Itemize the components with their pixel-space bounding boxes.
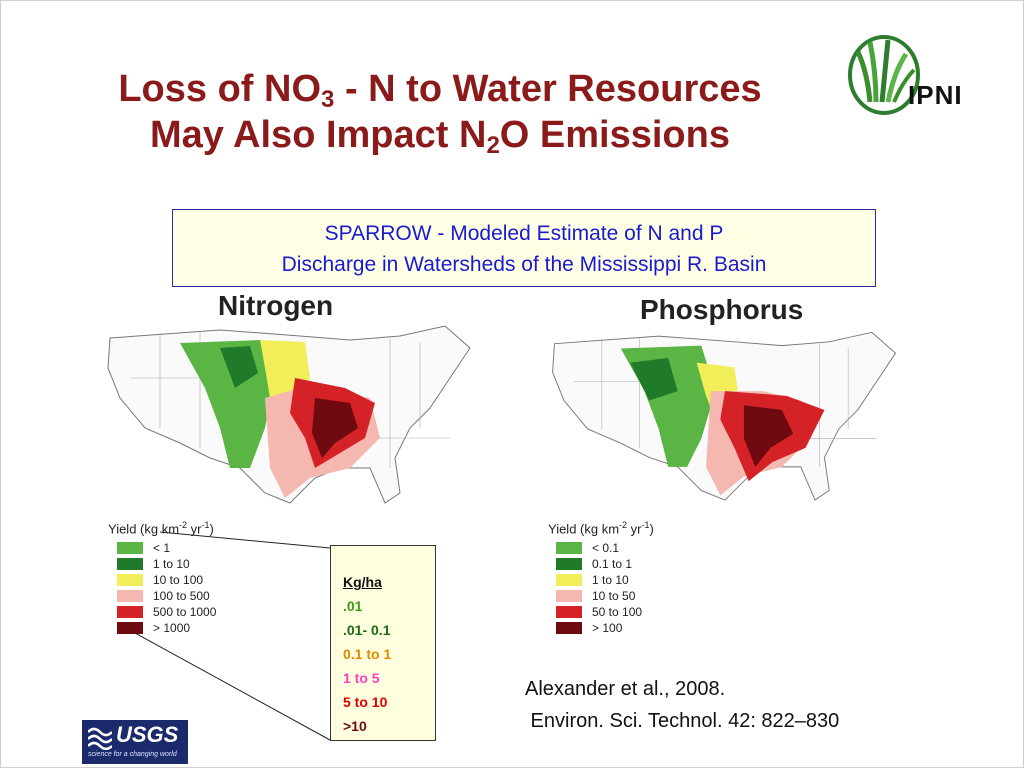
- legend-swatch: [556, 590, 582, 602]
- title-line-1: Loss of NO3 - N to Water Resources: [40, 66, 840, 112]
- citation: Alexander et al., 2008. Environ. Sci. Te…: [525, 673, 839, 737]
- basin-darkgreen: [630, 357, 678, 401]
- legend-row: < 1: [117, 541, 170, 555]
- kgha-row: 5 to 10: [343, 694, 388, 710]
- kgha-header: Kg/ha: [343, 574, 382, 590]
- legend-label: 0.1 to 1: [592, 557, 633, 571]
- usgs-logo-text: USGS: [116, 722, 179, 747]
- yield-title-part: yr: [187, 521, 202, 537]
- legend-label: 1 to 10: [592, 573, 629, 587]
- legend-swatch: [117, 558, 143, 570]
- kgha-conversion-box: Kg/ha .01 .01- 0.1 0.1 to 1 1 to 5 5 to 10 >1…: [330, 545, 436, 741]
- legend-label: 1 to 10: [153, 557, 190, 571]
- basin-darkgreen: [220, 346, 258, 388]
- legend-label: 500 to 1000: [153, 605, 217, 619]
- kgha-row: 1 to 5: [343, 670, 380, 686]
- legend-swatch: [556, 558, 582, 570]
- legend-row: 10 to 100: [117, 573, 203, 587]
- legend-row: 1 to 10: [117, 557, 190, 571]
- yield-title-part: yr: [627, 521, 642, 537]
- yield-title-sup: -2: [179, 520, 188, 530]
- ipni-logo-text: IPNI: [908, 80, 963, 110]
- title-line2-subscript: 2: [486, 132, 500, 159]
- legend-row: 100 to 500: [117, 589, 210, 603]
- yield-title-part: ): [649, 521, 654, 537]
- legend-label: < 0.1: [592, 541, 620, 555]
- basin-darkred: [312, 398, 358, 458]
- sparrow-caption-box: SPARROW - Modeled Estimate of N and P Di…: [172, 209, 876, 287]
- basin-darkred: [743, 405, 794, 467]
- ipni-grass-icon: [848, 35, 920, 115]
- legend-label: > 100: [592, 621, 623, 635]
- legend-swatch: [117, 590, 143, 602]
- kgha-row: >10: [343, 718, 367, 734]
- yield-title-sup: -1: [641, 520, 650, 530]
- phosphorus-yield-title: Yield (kg km-2 yr-1): [548, 520, 654, 536]
- usgs-tagline: science for a changing world: [88, 751, 177, 758]
- phosphorus-map-title: Phosphorus: [640, 294, 804, 325]
- title-line1-part-b: - N to Water Resources: [334, 68, 762, 110]
- state-lines: [130, 332, 450, 468]
- legend-swatch: [556, 622, 582, 634]
- yield-title-sup: -1: [201, 520, 210, 530]
- kgha-row: .01- 0.1: [343, 622, 391, 638]
- legend-row: 0.1 to 1: [556, 557, 632, 571]
- legend-label: 10 to 50: [592, 589, 636, 603]
- citation-line-1: Alexander et al., 2008.: [525, 678, 726, 700]
- legend-row: 500 to 1000: [117, 605, 216, 619]
- sparrow-line-1: SPARROW - Modeled Estimate of N and P: [324, 222, 724, 245]
- legend-row: > 100: [556, 621, 622, 635]
- usgs-wave-icon: [88, 727, 112, 750]
- title-line1-part-a: Loss of NO: [118, 68, 322, 110]
- legend-row: 10 to 50: [556, 589, 635, 603]
- legend-swatch: [117, 574, 143, 586]
- yield-title-part: ): [209, 521, 214, 537]
- ipni-logo: [848, 35, 920, 115]
- usgs-logo: USGS science for a changing world: [82, 720, 188, 764]
- citation-line-2: Environ. Sci. Technol. 42: 822–830: [525, 710, 840, 732]
- legend-row: > 1000: [117, 621, 190, 635]
- kgha-row: 0.1 to 1: [343, 646, 392, 662]
- legend-label: 50 to 100: [592, 605, 643, 619]
- title-line2-part-a: May Also Impact N: [149, 114, 487, 156]
- legend-label: 100 to 500: [153, 589, 210, 603]
- legend-swatch: [117, 542, 143, 554]
- kgha-rows: .01 .01- 0.1 0.1 to 1 1 to 5 5 to 10 >10: [343, 594, 435, 738]
- legend-label: < 1: [153, 541, 171, 555]
- legend-label: 10 to 100: [153, 573, 204, 587]
- legend-row: 50 to 100: [556, 605, 642, 619]
- yield-title-sup: -2: [619, 520, 628, 530]
- kgha-row: .01: [343, 598, 363, 614]
- slide-title: Loss of NO3 - N to Water Resources May A…: [40, 66, 840, 158]
- legend-swatch: [556, 574, 582, 586]
- legend-row: 1 to 10: [556, 573, 629, 587]
- legend-label: > 1000: [153, 621, 191, 635]
- title-line2-part-b: O Emissions: [499, 114, 730, 156]
- nitrogen-map: [107, 325, 471, 504]
- title-line1-subscript: 3: [321, 86, 335, 113]
- sparrow-line-2: Discharge in Watersheds of the Mississip…: [281, 253, 767, 276]
- yield-title-part: Yield (kg km: [548, 521, 620, 537]
- legend-swatch: [117, 606, 143, 618]
- legend-swatch: [117, 622, 143, 634]
- nitrogen-map-title: Nitrogen: [218, 290, 334, 321]
- legend-swatch: [556, 542, 582, 554]
- phosphorus-map: [552, 331, 897, 501]
- legend-swatch: [556, 606, 582, 618]
- legend-row: < 0.1: [556, 541, 619, 555]
- title-line-2: May Also Impact N2O Emissions: [40, 112, 840, 158]
